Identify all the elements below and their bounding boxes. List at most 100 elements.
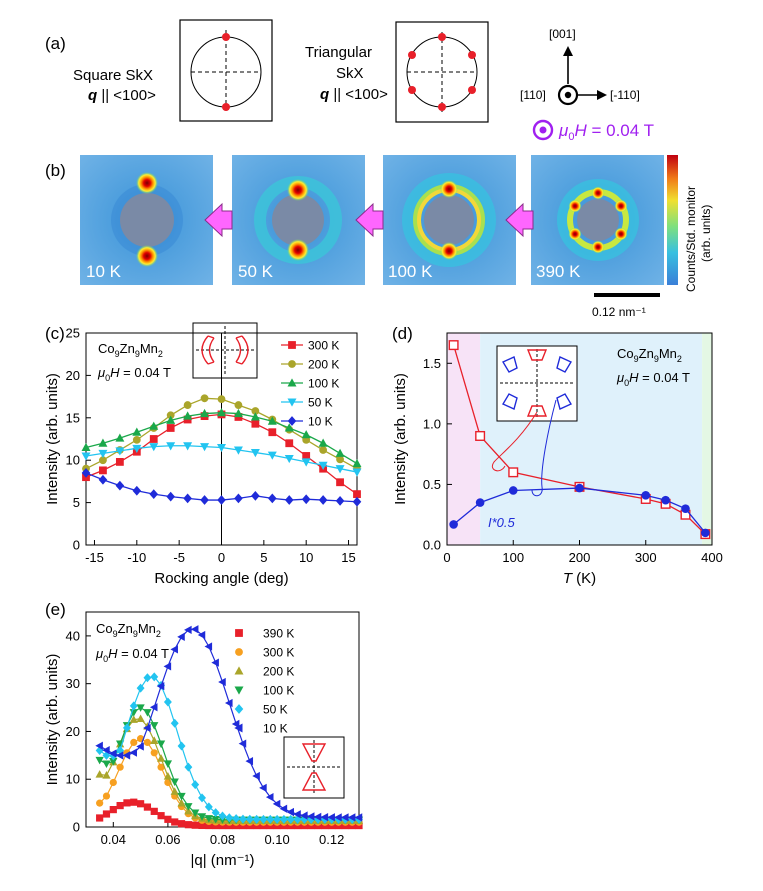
- data-point: [81, 442, 91, 451]
- data-point: [320, 813, 329, 822]
- data-point: [508, 467, 519, 478]
- data-point: [191, 780, 200, 790]
- data-point: [279, 814, 288, 824]
- data-point: [267, 416, 277, 425]
- data-point: [306, 812, 315, 821]
- data-point: [252, 814, 261, 824]
- x-tick-label: 400: [701, 550, 723, 565]
- y-tick-label: 25: [66, 326, 80, 341]
- data-point: [352, 468, 362, 477]
- legend-marker: [287, 416, 297, 426]
- data-point: [150, 736, 159, 744]
- data-point: [307, 814, 316, 824]
- svg-text:[001]: [001]: [549, 27, 576, 41]
- data-point: [286, 807, 294, 817]
- data-point: [132, 485, 142, 496]
- sans-image-10k: 10 K: [80, 155, 213, 285]
- data-point: [211, 808, 220, 818]
- svg-text:[110]: [110]: [520, 88, 546, 102]
- data-point: [177, 792, 186, 801]
- data-point: [109, 758, 118, 766]
- data-point: [336, 478, 344, 487]
- data-point: [170, 645, 178, 654]
- data-point: [259, 814, 268, 824]
- data-point: [130, 738, 138, 747]
- data-point: [234, 493, 243, 504]
- x-tick-label: 0.08: [210, 832, 235, 847]
- data-point: [150, 722, 159, 730]
- panel-e-inset: [283, 736, 345, 799]
- data-point: [318, 438, 328, 447]
- data-point: [251, 407, 260, 415]
- data-point: [211, 815, 220, 824]
- data-point: [149, 435, 158, 443]
- data-point: [108, 749, 117, 758]
- x-tick-label: 100: [502, 550, 524, 565]
- x-tick-label: 0: [218, 550, 225, 565]
- data-point: [336, 455, 344, 464]
- data-point: [191, 821, 199, 829]
- data-point: [102, 771, 111, 779]
- field-value-label: μ0H = 0.04 T: [558, 121, 654, 143]
- data-point: [183, 442, 193, 451]
- panel-e-material: Co9Zn9Mn2: [96, 621, 161, 639]
- image-label-100k: 100 K: [388, 262, 433, 281]
- x-tick-label: 300: [635, 550, 657, 565]
- data-point: [95, 770, 104, 778]
- data-point: [184, 821, 192, 829]
- y-tick-label: 20: [66, 368, 80, 383]
- data-point: [354, 813, 363, 822]
- data-point: [150, 807, 158, 815]
- data-point: [81, 452, 91, 461]
- data-point: [302, 452, 311, 460]
- data-point: [177, 820, 186, 828]
- data-point: [284, 495, 294, 505]
- data-point: [99, 456, 107, 465]
- data-point: [212, 821, 220, 830]
- panel-d-field: μ0H = 0.04 T: [616, 370, 690, 388]
- legend-label: 10 K: [308, 415, 333, 429]
- data-point: [95, 746, 104, 756]
- data-point: [197, 813, 207, 821]
- y-tick-label: 0.0: [423, 538, 441, 553]
- x-tick-label: 0.04: [101, 832, 126, 847]
- data-point: [81, 468, 91, 478]
- x-tick-label: 0.06: [155, 832, 180, 847]
- data-point: [217, 443, 226, 453]
- y-tick-label: 1.0: [423, 416, 441, 431]
- connector-blue: [531, 399, 557, 497]
- data-point: [157, 763, 165, 771]
- x-tick-label: 15: [341, 550, 355, 565]
- panel-a-label: (a): [45, 34, 66, 53]
- data-point: [170, 787, 179, 795]
- data-point: [266, 814, 275, 824]
- data-point: [352, 458, 362, 468]
- data-point: [166, 491, 175, 502]
- data-point: [327, 813, 335, 822]
- data-point: [318, 461, 328, 470]
- colorbar-units: (arb. units): [699, 205, 713, 262]
- data-point: [166, 415, 176, 424]
- y-axis-label: Intensity (arb. units): [392, 373, 409, 505]
- data-point: [301, 458, 311, 467]
- panel-b: (b) 10 K 50 K 100 K: [45, 155, 713, 319]
- panel-a: (a) Square SkX q || <100> Triangular SkX…: [45, 19, 654, 143]
- connector-red: [491, 411, 538, 472]
- triangular-skx-q-line: q || <100>: [320, 86, 388, 103]
- data-point: [197, 630, 206, 640]
- data-point: [218, 677, 226, 687]
- x-tick-label: 5: [260, 550, 267, 565]
- data-point: [251, 490, 260, 501]
- data-point: [661, 495, 670, 505]
- data-point: [300, 811, 308, 820]
- data-point: [130, 798, 138, 806]
- data-point: [115, 751, 124, 760]
- data-point: [313, 812, 322, 822]
- data-point: [218, 811, 227, 821]
- data-point: [200, 443, 210, 452]
- data-point: [341, 813, 349, 822]
- x-tick-label: 200: [569, 550, 591, 565]
- data-point: [239, 814, 247, 824]
- x-tick-label: 0: [443, 550, 450, 565]
- data-point: [98, 438, 108, 447]
